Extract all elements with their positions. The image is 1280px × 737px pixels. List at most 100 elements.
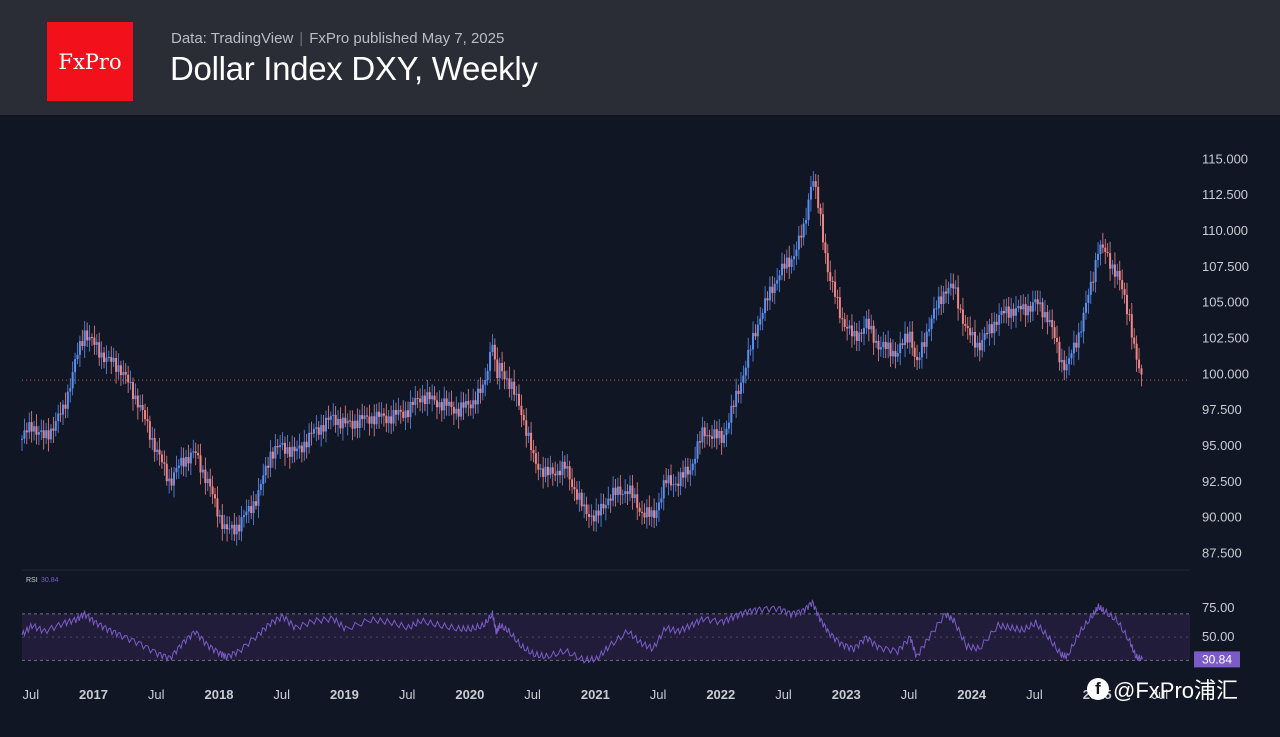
candle-body <box>305 441 308 448</box>
candle-body <box>83 330 86 346</box>
candle-body <box>185 456 188 467</box>
x-axis-tick: 2017 <box>79 687 108 702</box>
x-axis-tick: Jul <box>650 687 667 702</box>
x-axis-tick: Jul <box>1152 687 1169 702</box>
candle-body <box>387 416 390 424</box>
candle-body <box>896 353 899 357</box>
candle-body <box>841 318 844 320</box>
candle-body <box>723 434 726 443</box>
candle-body <box>879 347 882 350</box>
candle-body <box>76 354 79 360</box>
candle-body <box>742 375 745 383</box>
candle-body <box>370 416 373 424</box>
candle-body <box>247 506 250 512</box>
candle-body <box>964 323 967 326</box>
candle-body <box>119 365 122 376</box>
candle-body <box>884 341 887 350</box>
candle-body <box>479 388 482 393</box>
candle-body <box>814 181 817 187</box>
candle-body <box>216 498 219 517</box>
candle-body <box>1051 319 1054 328</box>
candle-body <box>732 405 735 407</box>
candle-body <box>279 445 282 448</box>
candle-body <box>1082 312 1085 332</box>
candle-body <box>1022 304 1025 310</box>
candle-body <box>288 447 291 457</box>
candle-body <box>238 524 241 532</box>
x-axis-tick: Jul <box>22 687 39 702</box>
candle-body <box>62 404 65 415</box>
candle-body <box>761 313 764 319</box>
candle-body <box>368 416 371 424</box>
candle-body <box>448 401 451 406</box>
candle-body <box>1118 270 1121 281</box>
candle-body <box>1010 308 1013 318</box>
candle-body <box>158 449 161 455</box>
candle-body <box>831 281 834 283</box>
candle-body <box>648 507 651 517</box>
candle-body <box>1024 304 1027 316</box>
candle-body <box>366 415 369 417</box>
candle-body <box>773 283 776 294</box>
candle-body <box>573 486 576 490</box>
rsi-value-badge-text: 30.84 <box>1202 652 1232 666</box>
candle-body <box>829 272 832 282</box>
candle-body <box>957 287 960 309</box>
candle-body <box>976 342 979 348</box>
candle-body <box>298 445 301 449</box>
candle-body <box>105 357 108 363</box>
candle-body <box>452 407 455 414</box>
candle-body <box>679 472 682 486</box>
candle-body <box>525 420 528 436</box>
candle-body <box>124 371 127 375</box>
candle-body <box>932 308 935 319</box>
candle-body <box>677 483 680 486</box>
candle-body <box>850 325 853 337</box>
candle-body <box>636 494 639 508</box>
candle-body <box>303 441 306 453</box>
candle-body <box>283 442 286 454</box>
candle-body <box>913 347 916 357</box>
candle-body <box>1060 359 1063 363</box>
candle-body <box>575 489 578 500</box>
x-axis-tick: 2022 <box>706 687 735 702</box>
candle-body <box>1116 270 1119 277</box>
watermark-text: @FxPro浦汇 <box>1113 678 1239 703</box>
candle-body <box>882 341 885 348</box>
candle-body <box>337 418 340 426</box>
candle-body <box>252 501 255 514</box>
candle-body <box>631 485 634 498</box>
candle-body <box>780 263 783 276</box>
candle-body <box>998 315 1001 325</box>
candle-body <box>146 419 149 422</box>
candle-body <box>949 283 952 288</box>
candle-body <box>508 378 511 389</box>
facebook-icon: f <box>1087 678 1109 700</box>
candle-body <box>908 331 911 343</box>
candle-body <box>382 413 385 416</box>
candle-body <box>848 325 851 329</box>
candle-body <box>402 411 405 418</box>
candle-body <box>172 472 175 486</box>
header-bar: FxPro Data: TradingView | FxPro published … <box>0 0 1280 115</box>
candle-body <box>151 438 154 440</box>
candle-body <box>1027 305 1030 316</box>
candle-body <box>530 432 533 451</box>
candle-body <box>98 342 101 358</box>
candle-body <box>887 342 890 350</box>
candle-body <box>686 466 689 475</box>
candle-body <box>797 235 800 250</box>
candle-body <box>122 371 125 376</box>
candle-body <box>464 401 467 408</box>
candle-body <box>891 350 894 357</box>
candle-body <box>918 357 921 361</box>
candle-body <box>431 395 434 400</box>
candle-body <box>756 324 759 337</box>
candle-body <box>590 515 593 517</box>
candle-body <box>546 466 549 476</box>
candle-body <box>1012 308 1015 316</box>
candle-body <box>764 298 767 314</box>
candle-body <box>940 296 943 305</box>
candle-body <box>983 333 986 341</box>
candle-body <box>250 506 253 514</box>
